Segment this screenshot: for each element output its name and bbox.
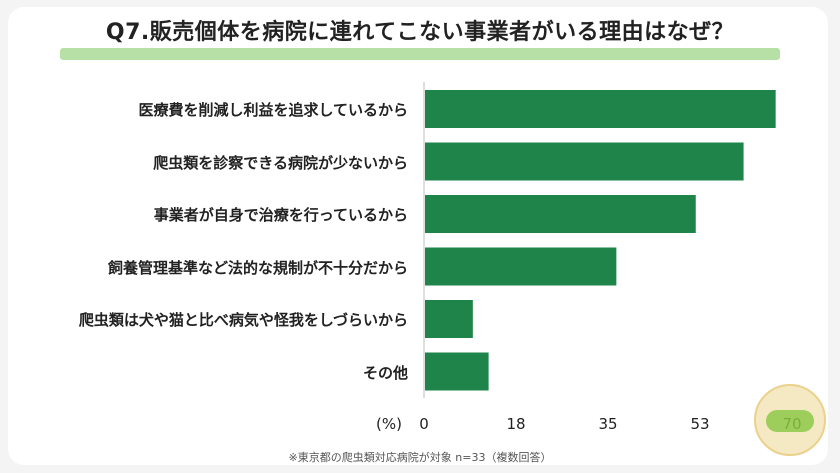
category-label: 事業者が自身で治療を行っているから: [153, 206, 408, 224]
title-highlight: [60, 48, 780, 60]
x-tick-label: 0: [419, 415, 429, 433]
category-label: 爬虫類は犬や猫と比べ病気や怪我をしづらいから: [78, 311, 408, 329]
chart-frame: [8, 7, 828, 465]
bar: [425, 90, 776, 128]
x-tick-label: 35: [598, 415, 618, 433]
category-label: 爬虫類を診察できる病院が少ないから: [153, 153, 408, 172]
logo-icon: [754, 384, 826, 456]
footnote: ※東京都の爬虫類対応病院が対象 n=33（複数回答）: [288, 451, 552, 464]
chart-title: Q7.販売個体を病院に連れてこない事業者がいる理由はなぜ？: [105, 20, 735, 45]
bar: [425, 247, 617, 286]
bar: [425, 300, 473, 338]
bar: [425, 142, 744, 181]
bar: [425, 352, 489, 391]
category-label: 医療費を削減し利益を追求しているから: [138, 101, 408, 119]
category-label: その他: [362, 363, 408, 382]
category-label: 飼養管理基準など法的な規制が不十分だから: [107, 258, 408, 277]
lizard-icon: [766, 410, 814, 432]
x-tick-label: 18: [506, 415, 526, 433]
bar: [425, 195, 696, 233]
x-tick-label: 53: [690, 415, 710, 433]
x-axis-unit-label: (%): [376, 415, 402, 433]
